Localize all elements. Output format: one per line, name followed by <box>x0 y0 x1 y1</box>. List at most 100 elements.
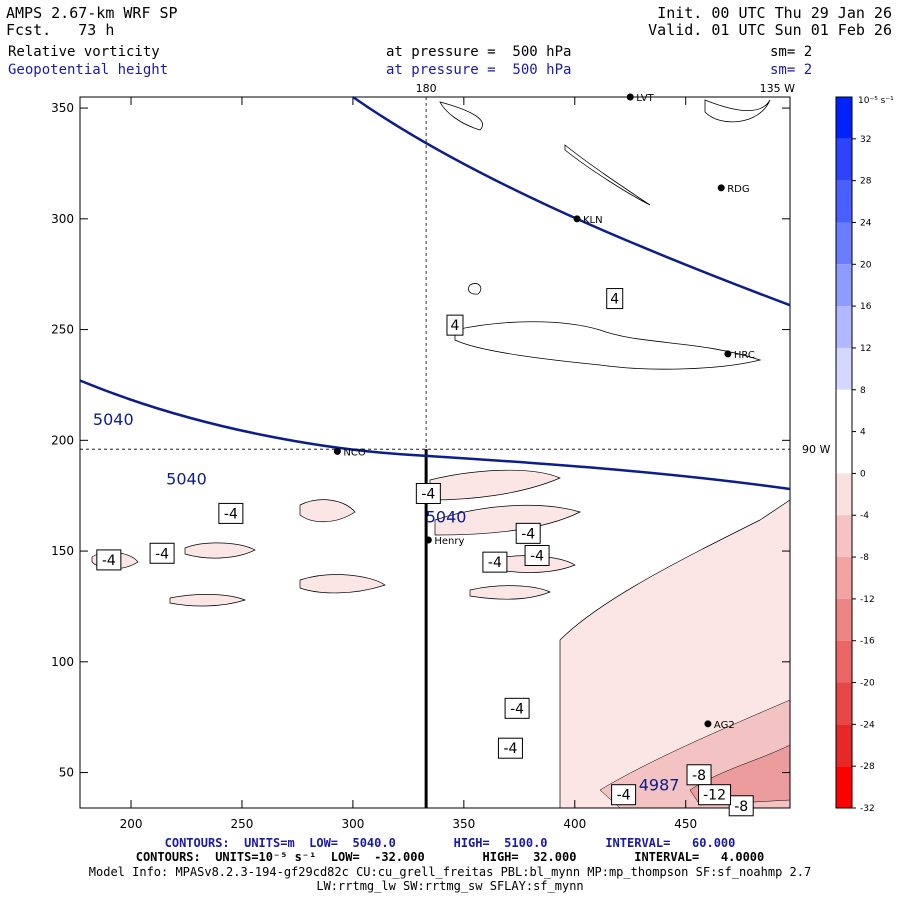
vorticity-label-box <box>149 542 175 564</box>
colorbar-tick-label: 8 <box>860 386 866 396</box>
station-label: AG2 <box>714 720 735 731</box>
colorbar-segment <box>836 598 852 641</box>
vorticity-label: -4 <box>503 741 517 757</box>
station-marker <box>717 184 725 192</box>
positive-vorticity-contours <box>439 99 771 370</box>
x-tick-label: 200 <box>120 817 143 830</box>
vorticity-label-box <box>728 795 754 817</box>
colorbar-segment <box>836 515 852 558</box>
x-tick-label: 250 <box>231 817 254 830</box>
colorbar-tick-label: 20 <box>860 260 872 270</box>
vorticity-label-box <box>515 522 541 544</box>
colorbar-tick-label: 0 <box>860 469 866 479</box>
colorbar-tick-label: -12 <box>860 595 875 605</box>
vorticity-label: -8 <box>734 799 748 815</box>
footer-vorticity-contours: CONTOURS: UNITS=10⁻⁵ s⁻¹ LOW= -32.000 HI… <box>135 850 765 864</box>
colorbar-unit: 10⁻⁵ s⁻¹ <box>858 96 894 106</box>
station-marker <box>573 215 581 223</box>
station-label: KLN <box>583 215 603 226</box>
vorticity-label: -12 <box>703 788 726 804</box>
station-label: HRC <box>734 350 755 361</box>
x-tick-label: 300 <box>341 817 364 830</box>
x-tick-label: 400 <box>563 817 586 830</box>
y-tick-label: 300 <box>51 212 74 226</box>
vorticity-label-box <box>698 784 732 806</box>
vorticity-label-box <box>446 314 464 336</box>
y-tick-label: 250 <box>51 323 74 337</box>
colorbar-tick-label: 32 <box>860 135 871 145</box>
colorbar-segment <box>836 180 852 223</box>
vorticity-label: -4 <box>421 486 435 502</box>
x-tick-label: 450 <box>674 817 697 830</box>
vorticity-label: -4 <box>224 506 238 522</box>
vorticity-label-box <box>504 697 530 719</box>
field1-name: Relative vorticity <box>8 44 160 60</box>
station-label: RDG <box>727 184 749 195</box>
field1-level: at pressure = 500 hPa <box>386 44 572 60</box>
x-tick-label: 350 <box>452 817 475 830</box>
colorbar-segment <box>836 222 852 265</box>
vorticity-label: -4 <box>510 701 524 717</box>
colorbar-tick-label: -4 <box>860 511 869 521</box>
vorticity-label-box <box>497 737 523 759</box>
colorbar-segment <box>836 138 852 181</box>
vorticity-label-box <box>611 784 637 806</box>
vorticity-label: -4 <box>521 526 535 542</box>
vorticity-label: -4 <box>617 788 631 804</box>
colorbar-tick-label: 24 <box>860 218 872 228</box>
vorticity-label: -4 <box>102 553 116 569</box>
colorbar-segment <box>836 640 852 683</box>
model-title: AMPS 2.67-km WRF SP <box>6 4 178 22</box>
vorticity-label-box <box>606 288 624 310</box>
station-label: NCO <box>343 447 365 458</box>
y-tick-label: 150 <box>51 544 74 558</box>
colorbar-tick-label: -32 <box>860 804 875 814</box>
forecast-hour: Fcst. 73 h <box>6 21 115 39</box>
station-marker <box>704 720 712 728</box>
station-marker <box>333 447 341 455</box>
footer-model-info: Model Info: MPASv8.2.3-194-gf29cd82c CU:… <box>88 865 812 879</box>
init-time: Init. 00 UTC Thu 29 Jan 26 <box>657 4 892 22</box>
colorbar-segment <box>836 682 852 725</box>
vorticity-label: 4 <box>610 292 619 308</box>
colorbar-segment <box>836 431 852 474</box>
colorbar-tick-label: 12 <box>860 344 871 354</box>
vorticity-height-map: 200 250 300 350 400 4505010015020025030035018… <box>51 82 894 830</box>
colorbar-segment <box>836 766 852 808</box>
colorbar-segment <box>836 347 852 390</box>
colorbar-frame <box>835 96 853 809</box>
station-label: LVT <box>636 93 654 104</box>
colorbar-segment <box>836 473 852 516</box>
field2-level: at pressure = 500 hPa <box>386 62 572 78</box>
footer-height-contours: CONTOURS: UNITS=m LOW= 5040.0 HIGH= 5100… <box>164 836 736 850</box>
y-tick-label: 100 <box>51 655 74 669</box>
vorticity-label-box <box>218 502 244 524</box>
field2-smoothing: sm= 2 <box>770 62 813 78</box>
height-contour-5100 <box>352 95 791 307</box>
plot-frame <box>79 96 791 809</box>
colorbar-tick-label: 28 <box>860 177 872 187</box>
valid-time: Valid. 01 UTC Sun 01 Feb 26 <box>648 21 892 39</box>
vorticity-label: 4 <box>451 318 460 334</box>
colorbar-tick-label: 16 <box>860 302 872 312</box>
field2-name: Geopotential height <box>8 62 169 78</box>
y-tick-label: 350 <box>51 101 74 115</box>
colorbar-tick-label: -8 <box>860 553 869 563</box>
colorbar-segment <box>836 264 852 307</box>
station-marker <box>626 93 634 101</box>
height-contour-5040 <box>79 379 791 491</box>
colorbar-segment <box>836 724 852 767</box>
y-tick-label: 50 <box>59 766 74 780</box>
y-tick-label: 200 <box>51 433 74 447</box>
meridian-label-135w: 135 W <box>760 82 795 95</box>
station-label: Henry <box>434 536 464 547</box>
footer-model-info-2: LW:rrtmg_lw SW:rrtmg_sw SFLAY:sf_mynn <box>316 879 584 893</box>
vorticity-label-box <box>96 549 122 571</box>
meridian-label-90w: 90 W <box>802 443 830 456</box>
field1-smoothing: sm= 2 <box>770 44 813 60</box>
station-marker <box>424 536 432 544</box>
vorticity-label-box <box>482 551 508 573</box>
vorticity-label: -4 <box>155 546 169 562</box>
colorbar-segment <box>836 97 852 139</box>
colorbar-tick-label: -16 <box>860 637 875 647</box>
